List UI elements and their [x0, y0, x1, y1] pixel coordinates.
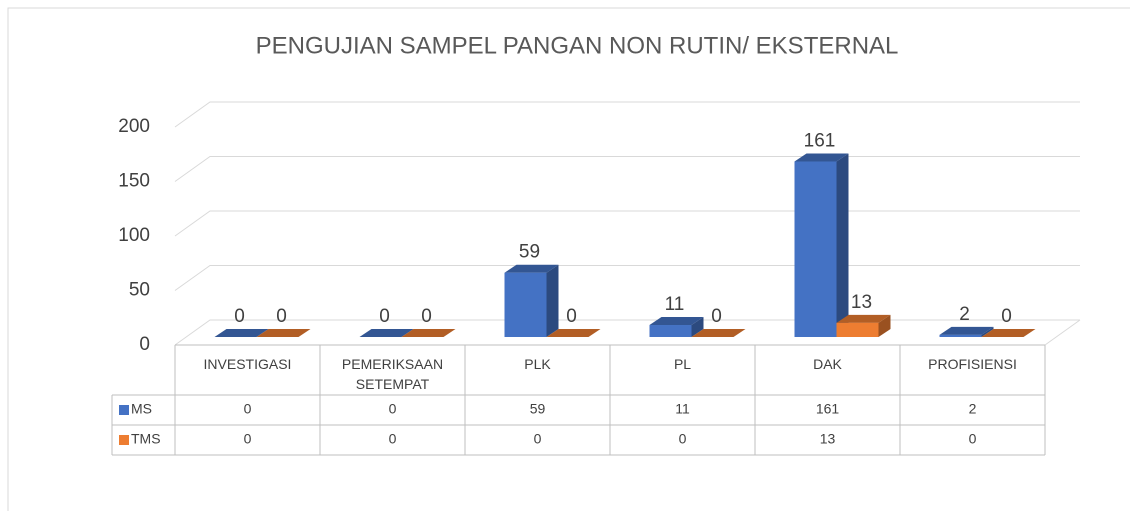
bar-front [836, 322, 879, 337]
category-label: DAK [813, 356, 842, 372]
legend-swatch [119, 435, 129, 445]
bar-top [939, 326, 994, 335]
bar-front [794, 161, 837, 337]
bar-top [359, 329, 414, 337]
bar [981, 329, 1036, 337]
grid-line [174, 210, 1080, 237]
table-value: 0 [244, 401, 252, 417]
grid-line [174, 265, 1080, 291]
y-tick-label: 0 [139, 334, 150, 355]
data-label: 0 [421, 306, 432, 327]
legend-swatch [119, 405, 129, 415]
bar [256, 329, 311, 337]
data-label: 0 [379, 306, 390, 327]
table-value: 2 [969, 401, 977, 417]
table-value: 0 [679, 431, 687, 447]
bar [401, 329, 456, 337]
bar [939, 326, 994, 337]
data-label: 0 [566, 306, 577, 327]
bar-top [981, 329, 1036, 337]
table-value: 0 [389, 431, 397, 447]
bar-top [691, 329, 746, 337]
bar-side [878, 314, 891, 337]
bar [546, 329, 601, 337]
data-label: 0 [711, 306, 722, 327]
grid-line [174, 156, 1080, 182]
bar-side [546, 264, 559, 337]
table-value: 13 [820, 431, 836, 447]
table-value: 161 [816, 401, 840, 417]
legend-label: MS [131, 401, 152, 417]
bar [649, 317, 704, 337]
table-value: 0 [244, 431, 252, 447]
bar-top [546, 329, 601, 337]
category-label: PEMERIKSAAN SETEMPAT [342, 356, 443, 392]
table-value: 0 [534, 431, 542, 447]
bar [214, 329, 269, 337]
data-label: 13 [851, 292, 872, 313]
bar-top [649, 317, 704, 326]
y-tick-label: 200 [118, 116, 150, 137]
bar-top [401, 329, 456, 337]
y-tick-label: 50 [129, 280, 150, 301]
grid-line [174, 101, 1080, 128]
bar-top [214, 329, 269, 337]
legend-label: TMS [131, 431, 161, 447]
category-label: PROFISIENSI [928, 356, 1017, 372]
data-label: 0 [1001, 306, 1012, 327]
bar [836, 314, 891, 337]
data-label: 161 [804, 131, 836, 152]
bar-top [504, 264, 559, 273]
bar-top [836, 314, 891, 323]
bar [504, 264, 559, 337]
bar [794, 153, 849, 337]
floor-edge [1044, 319, 1081, 346]
data-label: 2 [959, 304, 970, 325]
chart-border [7, 7, 1130, 511]
category-label: INVESTIGASI [204, 356, 292, 372]
bar-side [981, 326, 994, 337]
y-tick-label: 150 [118, 171, 150, 192]
bar-front [939, 334, 982, 337]
bar [359, 329, 414, 337]
category-label: PL [674, 356, 691, 372]
category-label: PLK [524, 356, 551, 372]
table-value: 59 [530, 401, 546, 417]
bar [691, 329, 746, 337]
bar-front [504, 272, 547, 337]
y-tick-label: 100 [118, 225, 150, 246]
data-label: 0 [234, 306, 245, 327]
table-value: 0 [389, 401, 397, 417]
bar-side [836, 153, 849, 337]
bar-top [794, 153, 849, 162]
bar-top [256, 329, 311, 337]
table-value: 11 [675, 401, 690, 417]
data-label: 11 [665, 294, 685, 315]
chart-title: PENGUJIAN SAMPEL PANGAN NON RUTIN/ EKSTE… [256, 32, 899, 59]
data-label: 59 [519, 242, 540, 263]
bar-side [691, 317, 704, 337]
grid-line [174, 319, 1080, 346]
data-label: 0 [276, 306, 287, 327]
bar-front [649, 325, 692, 337]
table-value: 0 [969, 431, 977, 447]
